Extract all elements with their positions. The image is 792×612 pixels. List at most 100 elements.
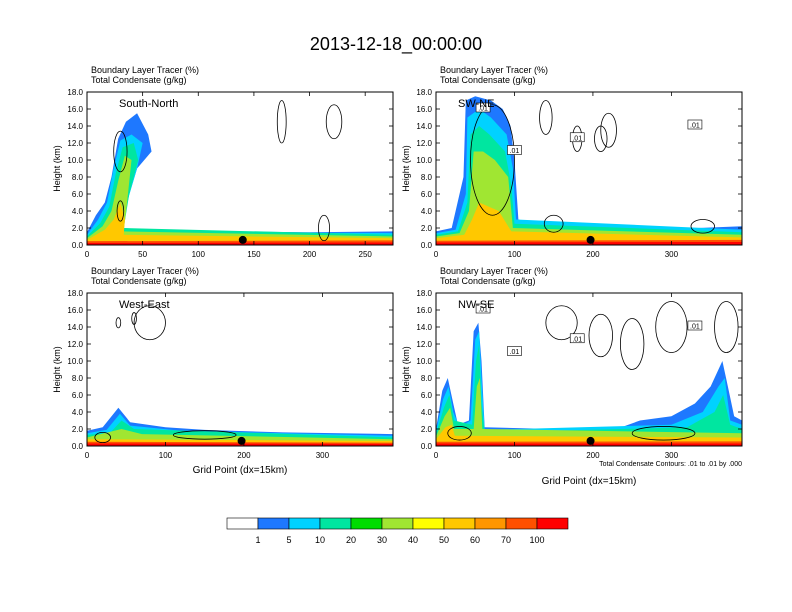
x-tick-label: 200 xyxy=(303,250,317,259)
panel-subtitle-tracer: Boundary Layer Tracer (%) xyxy=(91,65,199,75)
x-axis-label: Grid Point (dx=15km) xyxy=(193,465,288,476)
condensate-contour xyxy=(619,318,645,370)
condensate-contour xyxy=(588,313,613,358)
contour-label: .01 xyxy=(687,320,703,331)
contour-label: .01 xyxy=(475,102,491,113)
colorbar-label: 1 xyxy=(255,535,260,545)
plot-area xyxy=(87,305,393,446)
condensate-contour xyxy=(600,112,617,148)
y-tick-label: 4.0 xyxy=(421,207,433,216)
y-tick-label: 0.0 xyxy=(421,442,433,451)
contour-label: .01 xyxy=(569,132,585,143)
x-tick-label: 150 xyxy=(247,250,261,259)
y-tick-label: 8.0 xyxy=(72,374,84,383)
colorbar-cell xyxy=(257,517,290,530)
condensate-contour xyxy=(115,317,122,329)
contour-label: .01 xyxy=(687,119,703,130)
colorbar-label: 60 xyxy=(470,535,480,545)
y-tick-label: 14.0 xyxy=(416,323,432,332)
colorbar-cell xyxy=(226,517,259,530)
y-tick-label: 12.0 xyxy=(416,340,432,349)
panel-subtitle-condensate: Total Condensate (g/kg) xyxy=(91,276,187,286)
panel-name: NW-SE xyxy=(458,299,494,311)
y-tick-label: 4.0 xyxy=(421,408,433,417)
colorbar-label: 40 xyxy=(408,535,418,545)
contour-label-text: .01 xyxy=(478,307,488,314)
condensate-contour xyxy=(539,100,553,135)
contour-label-box xyxy=(687,320,703,331)
panel-frame xyxy=(86,91,394,246)
y-tick-label: 0.0 xyxy=(72,241,84,250)
y-tick-label: 8.0 xyxy=(72,173,84,182)
colorbar-cell xyxy=(412,517,445,530)
x-tick-label: 0 xyxy=(434,250,439,259)
tracer-fill-layer xyxy=(436,202,742,245)
colorbar-cell xyxy=(319,517,352,530)
condensate-contour xyxy=(276,100,287,144)
contour-label-text: .01 xyxy=(478,106,488,113)
panel-south-north: Boundary Layer Tracer (%)Total Condensat… xyxy=(52,65,394,259)
y-axis-label: Height (km) xyxy=(52,145,62,192)
condensate-contour xyxy=(690,219,715,234)
location-marker xyxy=(586,235,595,244)
x-tick-label: 200 xyxy=(237,451,251,460)
x-tick-label: 200 xyxy=(586,250,600,259)
panel-name: West-East xyxy=(119,299,170,311)
panel-footnote: Total Condensate Contours: .01 to .01 by… xyxy=(599,461,742,468)
y-tick-label: 18.0 xyxy=(416,289,432,298)
contour-label-box xyxy=(475,102,491,113)
x-tick-label: 50 xyxy=(138,250,147,259)
condensate-contour xyxy=(470,104,515,216)
y-tick-label: 6.0 xyxy=(72,391,84,400)
y-tick-label: 4.0 xyxy=(72,408,84,417)
y-tick-label: 0.0 xyxy=(72,442,84,451)
condensate-contour xyxy=(631,426,696,441)
contour-label-box xyxy=(507,145,522,155)
x-tick-label: 100 xyxy=(159,451,173,460)
contour-label-box xyxy=(569,132,585,143)
y-tick-label: 18.0 xyxy=(416,88,432,97)
panel-sw-ne: Boundary Layer Tracer (%)Total Condensat… xyxy=(401,65,743,259)
panel-frame xyxy=(435,292,743,447)
colorbar-cell xyxy=(381,517,414,530)
contour-label-text: .01 xyxy=(690,324,700,331)
y-tick-label: 6.0 xyxy=(421,190,433,199)
panel-subtitle-condensate: Total Condensate (g/kg) xyxy=(91,75,187,85)
location-marker xyxy=(238,235,247,244)
contour-label-box xyxy=(687,119,703,130)
y-tick-label: 16.0 xyxy=(416,306,432,315)
tracer-fill-layer xyxy=(87,143,393,245)
condensate-contour xyxy=(447,426,472,441)
x-tick-label: 250 xyxy=(359,250,373,259)
x-tick-label: 300 xyxy=(665,451,679,460)
panel-subtitle-tracer: Boundary Layer Tracer (%) xyxy=(440,266,548,276)
condensate-contour xyxy=(325,104,343,140)
y-tick-label: 0.0 xyxy=(421,241,433,250)
y-tick-label: 16.0 xyxy=(67,105,83,114)
y-axis-label: Height (km) xyxy=(401,145,411,192)
colorbar-cell xyxy=(474,517,507,530)
panel-west-east: Boundary Layer Tracer (%)Total Condensat… xyxy=(52,266,394,476)
tracer-fill-layer xyxy=(87,242,393,245)
contour-label-text: .01 xyxy=(510,349,520,356)
contour-label-text: .01 xyxy=(690,123,700,130)
colorbar-cell xyxy=(536,517,569,530)
panel-subtitle-condensate: Total Condensate (g/kg) xyxy=(440,276,536,286)
colorbar: 1 5 10 20 30 40 50 60 70 100 xyxy=(226,517,569,545)
y-tick-label: 2.0 xyxy=(72,425,84,434)
panel-nw-se: Boundary Layer Tracer (%)Total Condensat… xyxy=(401,266,743,487)
panel-subtitle-tracer: Boundary Layer Tracer (%) xyxy=(91,266,199,276)
y-tick-label: 8.0 xyxy=(421,374,433,383)
condensate-contour xyxy=(543,214,564,233)
panels: Boundary Layer Tracer (%)Total Condensat… xyxy=(52,65,743,487)
x-tick-label: 0 xyxy=(85,250,90,259)
colorbar-label: 20 xyxy=(346,535,356,545)
contour-label-box xyxy=(475,303,491,314)
contour-label-box xyxy=(507,346,522,356)
y-tick-label: 12.0 xyxy=(67,340,83,349)
location-marker xyxy=(586,436,595,445)
y-axis-label: Height (km) xyxy=(401,346,411,393)
x-tick-label: 200 xyxy=(586,451,600,460)
contour-label-text: .01 xyxy=(510,148,520,155)
y-tick-label: 10.0 xyxy=(416,357,432,366)
